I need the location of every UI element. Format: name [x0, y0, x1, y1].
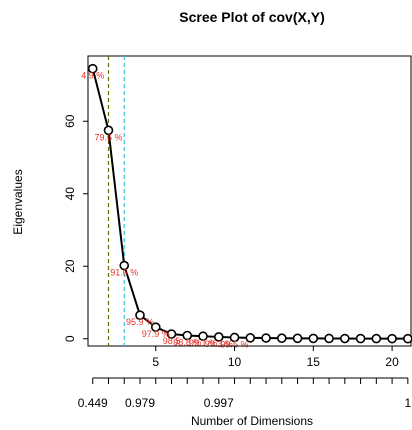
threshold-lines	[107, 56, 125, 346]
cumulative-axis: 0.449 0.979 0.997 1	[78, 377, 412, 410]
chart-title: Scree Plot of cov(X,Y)	[179, 9, 324, 25]
percent-label: 99.5 %	[221, 339, 249, 349]
data-point	[292, 333, 303, 344]
x-tick-label: 10	[228, 355, 242, 369]
percent-label: 98.5	[163, 336, 181, 346]
data-point	[371, 333, 382, 344]
data-point	[182, 330, 193, 341]
data-point	[213, 332, 224, 342]
x-axis: 5 10 15 20	[152, 345, 399, 369]
percent-label: 99.3 %	[205, 339, 233, 349]
data-point	[340, 333, 350, 344]
eigenvalue-series	[87, 63, 412, 344]
percent-label: 91.6 %	[110, 268, 138, 278]
y-axis-label: Eigenvalues	[11, 169, 25, 234]
data-point	[324, 333, 334, 344]
percent-labels: 4.9 %79.6 %91.6 %95.9 %97.9 %98.598.8 %9…	[81, 71, 248, 350]
cumulative-tick-label: 0.997	[204, 396, 234, 410]
y-tick-label: 20	[63, 259, 77, 273]
percent-label: 4.9 %	[81, 71, 104, 81]
data-point	[245, 333, 256, 343]
x-tick-label: 5	[152, 355, 159, 369]
data-point	[166, 329, 177, 339]
data-point	[276, 333, 287, 344]
data-point	[387, 333, 397, 344]
cumulative-tick-label: 0.449	[78, 396, 108, 410]
data-point	[355, 333, 366, 344]
percent-label: 99.1 %	[189, 338, 217, 348]
cumulative-tick-label: 1	[405, 396, 412, 410]
data-point	[198, 331, 208, 342]
y-tick-label: 40	[63, 187, 77, 201]
y-axis: 0 20 40 60	[63, 114, 89, 342]
percent-label: 97.9 %	[142, 329, 170, 339]
data-point	[261, 333, 271, 343]
cumulative-tick-label: 0.979	[125, 396, 155, 410]
data-point	[103, 125, 114, 136]
percent-label: 95.9 %	[126, 317, 154, 327]
y-tick-label: 60	[63, 114, 77, 128]
data-point	[87, 63, 98, 74]
data-point	[229, 332, 240, 343]
data-point	[308, 333, 319, 344]
x-tick-label: 15	[307, 355, 321, 369]
percent-label: 79.6 %	[94, 132, 122, 142]
data-point	[135, 310, 145, 320]
data-point	[119, 260, 130, 271]
x-tick-label: 20	[385, 355, 399, 369]
data-point	[150, 322, 161, 332]
x-axis-label: Number of Dimensions	[191, 414, 313, 428]
data-point	[403, 333, 412, 344]
series-line	[91, 68, 408, 340]
y-tick-label: 0	[63, 335, 77, 342]
percent-label: 98.8 %	[173, 337, 201, 347]
